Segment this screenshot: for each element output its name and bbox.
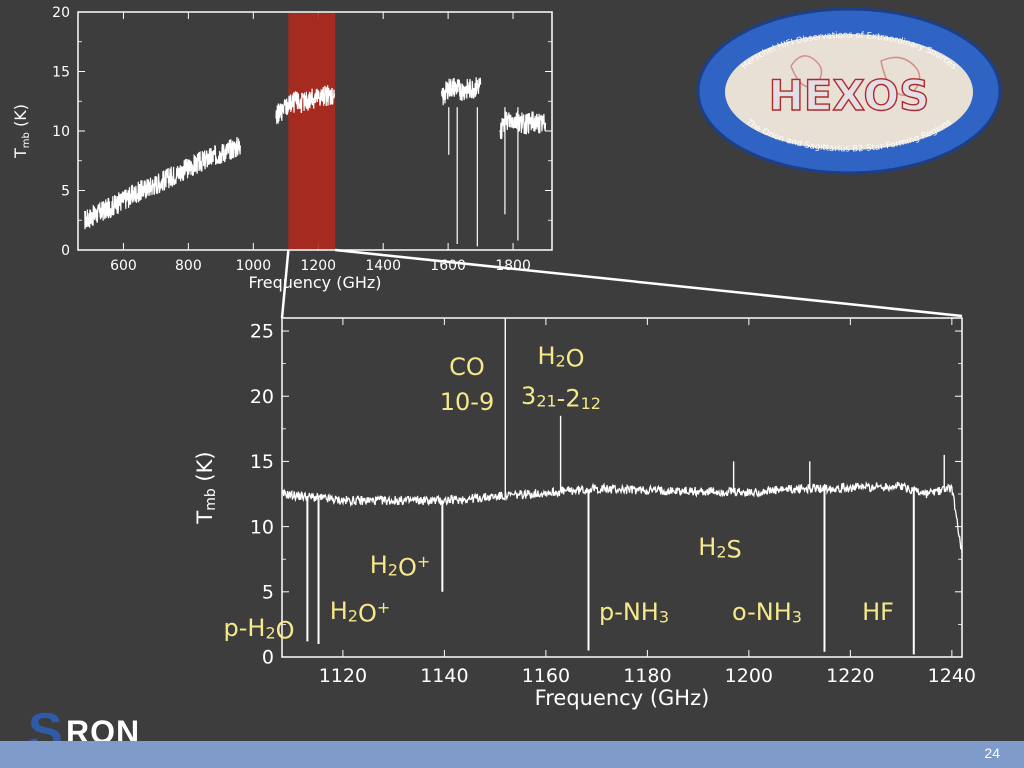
line-label-p-h2o: p-H2O: [223, 614, 294, 644]
x-tick-label: 1000: [235, 258, 271, 274]
y-axis-title: Tmb (K): [193, 451, 219, 524]
x-tick-label: 1120: [319, 665, 367, 687]
x-tick-label: 1400: [365, 258, 401, 274]
line-label-p-nh3: p-NH3: [599, 598, 669, 626]
y-tick-label: 10: [250, 516, 274, 538]
y-tick-label: 20: [250, 386, 274, 408]
overview-spectrum-segment: [83, 136, 241, 230]
page-number: 24: [984, 745, 1000, 761]
y-tick-label: 5: [262, 581, 274, 603]
zoom-connector-lines: [280, 248, 963, 319]
overview-spectrum-segment: [499, 110, 547, 140]
overview-spectrum-panel: 600 800 1000 1200 1400 1600 180005101520Freque…: [11, 5, 553, 292]
highlight-band: [288, 13, 336, 249]
y-tick-label: 0: [61, 243, 70, 259]
line-label-h2o-line: H2O: [537, 342, 584, 372]
x-tick-label: 1200: [725, 665, 773, 687]
hexos-logo-title: HEXOS: [769, 71, 930, 120]
zoom-line-left: [280, 249, 290, 319]
line-label-h2o-plus-upper: H2O+: [370, 551, 431, 581]
y-tick-label: 15: [52, 64, 70, 80]
detail-spectrum-baseline: [281, 481, 963, 553]
y-tick-label: 20: [52, 5, 70, 21]
plot-frame: [281, 317, 963, 658]
x-axis-title: Frequency (GHz): [535, 686, 710, 710]
y-axis-title: Tmb (K): [11, 104, 32, 159]
x-tick-label: 600: [110, 258, 137, 274]
overview-spectrum-segment: [275, 85, 336, 125]
x-tick-label: 1240: [928, 665, 976, 687]
y-tick-label: 10: [52, 124, 70, 140]
line-label-co-line: CO: [449, 353, 485, 381]
line-label-co-transition: 10-9: [440, 388, 494, 416]
y-tick-label: 25: [250, 321, 274, 343]
x-tick-label: 1140: [420, 665, 468, 687]
footer-bar: [0, 741, 1024, 768]
x-tick-label: 1160: [522, 665, 570, 687]
detail-spectrum-panel: 1120 1140 1160 1180 1200 1220 1240 0 5 10 15 20 25 Fr…: [193, 317, 976, 710]
y-tick-label: 0: [262, 647, 274, 669]
overview-spectrum-segment: [441, 77, 482, 106]
x-tick-label: 800: [175, 258, 202, 274]
line-label-hf: HF: [862, 598, 894, 626]
line-label-h2o-transition: 321-212: [521, 382, 601, 413]
line-label-o-nh3: o-NH3: [732, 598, 802, 626]
y-tick-label: 5: [61, 183, 70, 199]
x-tick-label: 1220: [826, 665, 874, 687]
zoom-line-right: [334, 248, 963, 318]
y-tick-label: 15: [250, 451, 274, 473]
x-axis-title: Frequency (GHz): [248, 273, 381, 292]
x-tick-label: 1200: [300, 258, 336, 274]
x-tick-label: 1180: [623, 665, 671, 687]
hexos-logo: HEXOS Herschel HIFI Observations of Extr…: [696, 6, 1002, 176]
x-tick-label: 1800: [495, 258, 531, 274]
line-label-h2o-plus-lower: H2O+: [330, 597, 391, 627]
line-label-h2s: H2S: [698, 533, 741, 563]
